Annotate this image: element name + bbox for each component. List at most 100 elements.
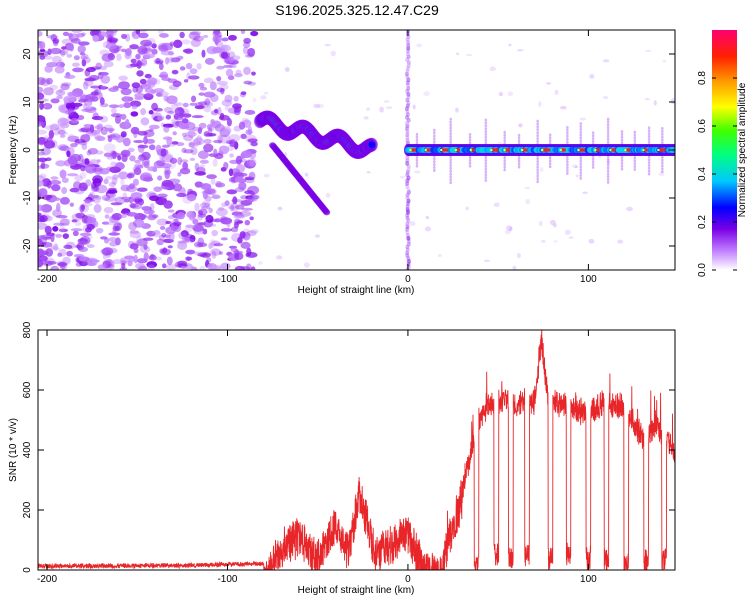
spectrogram-cell bbox=[449, 117, 453, 121]
spectrogram-cell bbox=[128, 221, 137, 231]
spectrogram-cell bbox=[79, 172, 87, 179]
spectrogram-cell bbox=[517, 162, 521, 166]
spectrogram-cell bbox=[406, 91, 411, 97]
spectrogram-cell bbox=[216, 87, 225, 93]
spectrogram-cell bbox=[566, 166, 569, 170]
spectrogram-cell bbox=[606, 140, 610, 144]
spectrogram-cell bbox=[406, 54, 411, 60]
spectrogram-cell bbox=[38, 204, 44, 212]
spectrogram-cell bbox=[118, 171, 129, 180]
spectrogram-cell bbox=[120, 257, 129, 264]
spectrogram-cell bbox=[566, 137, 569, 141]
spectrogram-cell bbox=[191, 266, 197, 270]
spectrogram-cell bbox=[589, 73, 595, 79]
spectrogram-cell bbox=[204, 98, 211, 106]
spectrogram-cell bbox=[405, 253, 410, 259]
spectrogram-cell bbox=[112, 174, 119, 180]
spectrogram-cell bbox=[125, 64, 135, 69]
spectrogram-cell bbox=[168, 231, 175, 241]
snr-xtick-label: 0 bbox=[405, 574, 411, 585]
spectrogram-cell bbox=[232, 103, 242, 110]
spectrogram-cell bbox=[246, 230, 257, 237]
spectrogram-cell bbox=[579, 165, 583, 169]
spectrogram-cell bbox=[120, 210, 128, 214]
spectrogram-cell bbox=[406, 39, 411, 45]
spectrogram-cell bbox=[148, 254, 157, 261]
spectrogram-cell bbox=[406, 186, 411, 192]
snr-frame bbox=[37, 329, 676, 571]
spectrogram-cell bbox=[43, 55, 53, 60]
spectrogram-peak bbox=[523, 148, 528, 152]
spectrogram-cell bbox=[553, 240, 558, 243]
snr-ytick-label: 0 bbox=[22, 567, 33, 573]
spectrogram-cell bbox=[184, 237, 191, 241]
spectrogram-cell bbox=[50, 176, 59, 180]
spectrogram-cell bbox=[181, 147, 187, 154]
spectrogram-cell bbox=[194, 202, 200, 212]
spectrogram-cell bbox=[433, 128, 436, 132]
spectrogram-cell bbox=[109, 215, 120, 224]
spectrogram-cell bbox=[508, 226, 513, 232]
spectrogram-cell bbox=[104, 214, 110, 219]
spectrogram-cell bbox=[133, 167, 142, 176]
spectrogram-cell bbox=[112, 258, 122, 265]
spectrogram-cell bbox=[38, 151, 45, 156]
spectrogram-cell bbox=[179, 159, 189, 163]
spectrogram-cell bbox=[484, 118, 488, 122]
spectrogram-cell bbox=[405, 232, 410, 238]
spectrogram-cell bbox=[38, 157, 48, 163]
spectrogram-cell bbox=[219, 134, 231, 144]
spectrogram-cell bbox=[140, 107, 146, 116]
spectrogram-cell bbox=[156, 218, 169, 226]
spectrogram-cell bbox=[536, 128, 539, 132]
spectrogram-cell bbox=[71, 30, 83, 34]
spectrogram-cell bbox=[647, 140, 651, 144]
spectrogram-cell bbox=[60, 197, 69, 205]
spectrogram-cell bbox=[404, 114, 409, 120]
spectrogram-cell bbox=[620, 161, 624, 165]
spectrogram-cell bbox=[46, 136, 53, 146]
spectrogram-cell bbox=[185, 224, 195, 229]
spectrogram-cell bbox=[244, 219, 251, 226]
spectrogram-peak bbox=[426, 148, 431, 152]
spectrogram-cell bbox=[100, 248, 109, 254]
spectrogram-cell bbox=[77, 45, 86, 54]
spectrogram-cell bbox=[182, 113, 192, 118]
spectrogram-cell bbox=[210, 264, 222, 270]
spectrogram-cell bbox=[165, 264, 177, 270]
spectrogram-ytick-label: -10 bbox=[22, 190, 33, 205]
spectrogram-cell bbox=[591, 137, 595, 141]
spectrogram-cell bbox=[74, 244, 82, 249]
spectrogram-cell bbox=[68, 43, 75, 52]
spectrogram-cell bbox=[198, 122, 207, 129]
spectrogram-cell bbox=[106, 39, 117, 45]
spectrogram-cell bbox=[173, 102, 183, 106]
spectrogram-cell bbox=[55, 61, 66, 68]
spectrogram-cell bbox=[484, 170, 488, 174]
spectrogram-cell bbox=[60, 83, 70, 91]
spectrogram-cell bbox=[177, 107, 184, 115]
spectrogram-cell bbox=[156, 115, 165, 121]
spectrogram-cell bbox=[235, 204, 245, 210]
spectrogram-cell bbox=[173, 221, 182, 227]
spectrogram-cell bbox=[620, 141, 624, 145]
spectrogram-cell bbox=[575, 174, 579, 178]
spectrogram-cell bbox=[130, 126, 140, 135]
spectrogram-cell bbox=[155, 60, 164, 64]
spectrogram-cell bbox=[258, 261, 263, 265]
spectrogram-cell bbox=[468, 164, 472, 168]
spectrogram-cell bbox=[214, 265, 225, 270]
spectrogram-cell bbox=[195, 101, 203, 108]
spectrogram-cell bbox=[189, 68, 198, 75]
spectrogram-cell bbox=[38, 173, 47, 179]
spectrogram-cell bbox=[137, 130, 148, 136]
spectrogram-cell bbox=[135, 30, 141, 35]
spectrogram-cell bbox=[136, 187, 148, 192]
spectrogram-cell bbox=[449, 140, 453, 144]
spectrogram-cell bbox=[180, 265, 187, 269]
spectrogram-cell bbox=[647, 166, 651, 170]
spectrogram-cell bbox=[241, 207, 254, 211]
spectrogram-cell bbox=[209, 81, 217, 91]
spectrogram-cell bbox=[220, 237, 228, 241]
spectrogram-cell bbox=[93, 204, 102, 213]
